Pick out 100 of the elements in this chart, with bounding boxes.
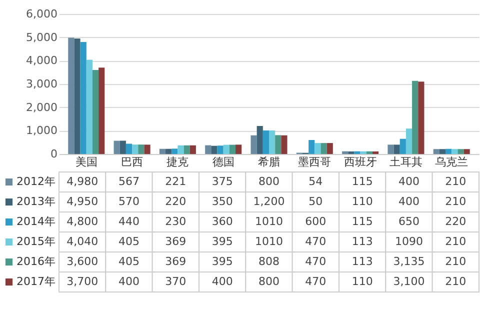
data-label: 220 [165, 195, 186, 208]
x-tick-label: 土耳其 [389, 156, 422, 168]
data-label: 470 [305, 255, 326, 268]
bar [132, 144, 138, 154]
bar [439, 149, 446, 154]
data-label: 4,040 [66, 235, 98, 248]
data-label: 350 [212, 195, 233, 208]
data-label: 400 [212, 275, 233, 288]
y-tick-label: 6,000 [26, 8, 58, 20]
data-label: 470 [305, 235, 326, 248]
bar [172, 148, 178, 154]
data-label: 221 [165, 175, 186, 188]
data-label: 3,100 [393, 275, 425, 288]
y-tick-label: 0 [50, 148, 58, 160]
data-label: 650 [398, 215, 420, 228]
bar [446, 148, 452, 154]
bar [281, 135, 288, 154]
bar [74, 38, 80, 154]
x-tick-label: 巴西 [121, 156, 144, 168]
bar [159, 148, 166, 154]
bar [166, 148, 172, 154]
legend-label: 2014年 [16, 215, 56, 228]
data-label: 210 [445, 255, 466, 268]
bar [275, 135, 282, 154]
legend-label: 2017年 [16, 275, 56, 288]
data-label: 1,200 [253, 195, 285, 208]
data-label: 210 [445, 275, 466, 288]
data-label: 3,700 [66, 275, 98, 288]
y-tick-label: 1,000 [26, 124, 58, 138]
bar [372, 151, 379, 154]
data-label: 220 [445, 215, 466, 228]
bar [360, 151, 366, 154]
bar [320, 143, 327, 154]
bar [114, 140, 120, 154]
bar [412, 80, 418, 154]
y-tick-label: 4,000 [26, 54, 58, 68]
data-label: 115 [352, 175, 373, 188]
bar [314, 143, 321, 154]
data-label: 400 [398, 175, 420, 188]
bar [400, 138, 406, 154]
bar [354, 151, 360, 154]
bar [211, 146, 218, 154]
data-label: 1090 [395, 235, 423, 248]
data-label: 4,800 [66, 215, 98, 228]
bar [348, 151, 354, 154]
bar [464, 149, 470, 154]
data-label: 808 [258, 255, 280, 268]
data-label: 395 [212, 235, 233, 248]
data-label: 375 [212, 175, 233, 188]
data-label: 370 [165, 275, 186, 288]
data-label: 54 [308, 175, 323, 188]
data-label: 210 [445, 235, 466, 248]
data-label: 115 [352, 215, 373, 228]
bar [205, 145, 212, 154]
bar [342, 151, 348, 154]
data-label: 567 [118, 175, 140, 188]
bar [98, 68, 105, 154]
bar [184, 145, 190, 154]
bar [250, 135, 257, 154]
legend-label: 2015年 [16, 235, 56, 248]
data-label: 1010 [255, 235, 283, 248]
y-tick-label: 3,000 [26, 78, 58, 90]
data-label: 210 [445, 195, 466, 208]
bar [229, 144, 236, 154]
bar [326, 143, 333, 154]
bar [86, 60, 92, 154]
bar [458, 149, 464, 154]
x-tick-label: 德国 [212, 156, 234, 168]
data-label: 110 [352, 275, 373, 288]
data-label: 440 [118, 215, 140, 228]
data-label: 400 [118, 275, 140, 288]
bar [269, 130, 276, 154]
data-label: 113 [352, 235, 373, 248]
bar [452, 149, 458, 154]
bar [68, 38, 74, 154]
bar [190, 145, 196, 154]
data-label: 4,950 [66, 195, 98, 208]
x-tick-label: 捷克 [166, 156, 189, 168]
data-label: 800 [258, 175, 280, 188]
x-tick-label: 墨西哥 [298, 156, 332, 168]
y-tick-label: 5,000 [26, 30, 58, 44]
x-tick-label: 西班牙 [344, 156, 377, 168]
legend-label: 2013年 [16, 195, 56, 208]
data-label: 369 [165, 255, 186, 268]
bar [308, 140, 315, 154]
bar [144, 144, 150, 154]
data-label: 1010 [255, 215, 283, 228]
data-label: 405 [118, 235, 140, 248]
data-label: 800 [258, 275, 280, 288]
bar [92, 70, 99, 154]
bar [223, 144, 230, 154]
data-label: 110 [352, 195, 373, 208]
bar [418, 82, 424, 154]
legend-label: 2012年 [16, 175, 56, 188]
bar [80, 42, 86, 154]
data-label: 210 [445, 175, 466, 188]
bar [262, 130, 269, 154]
data-label: 570 [118, 195, 140, 208]
bar [433, 149, 440, 154]
bar [394, 144, 400, 154]
